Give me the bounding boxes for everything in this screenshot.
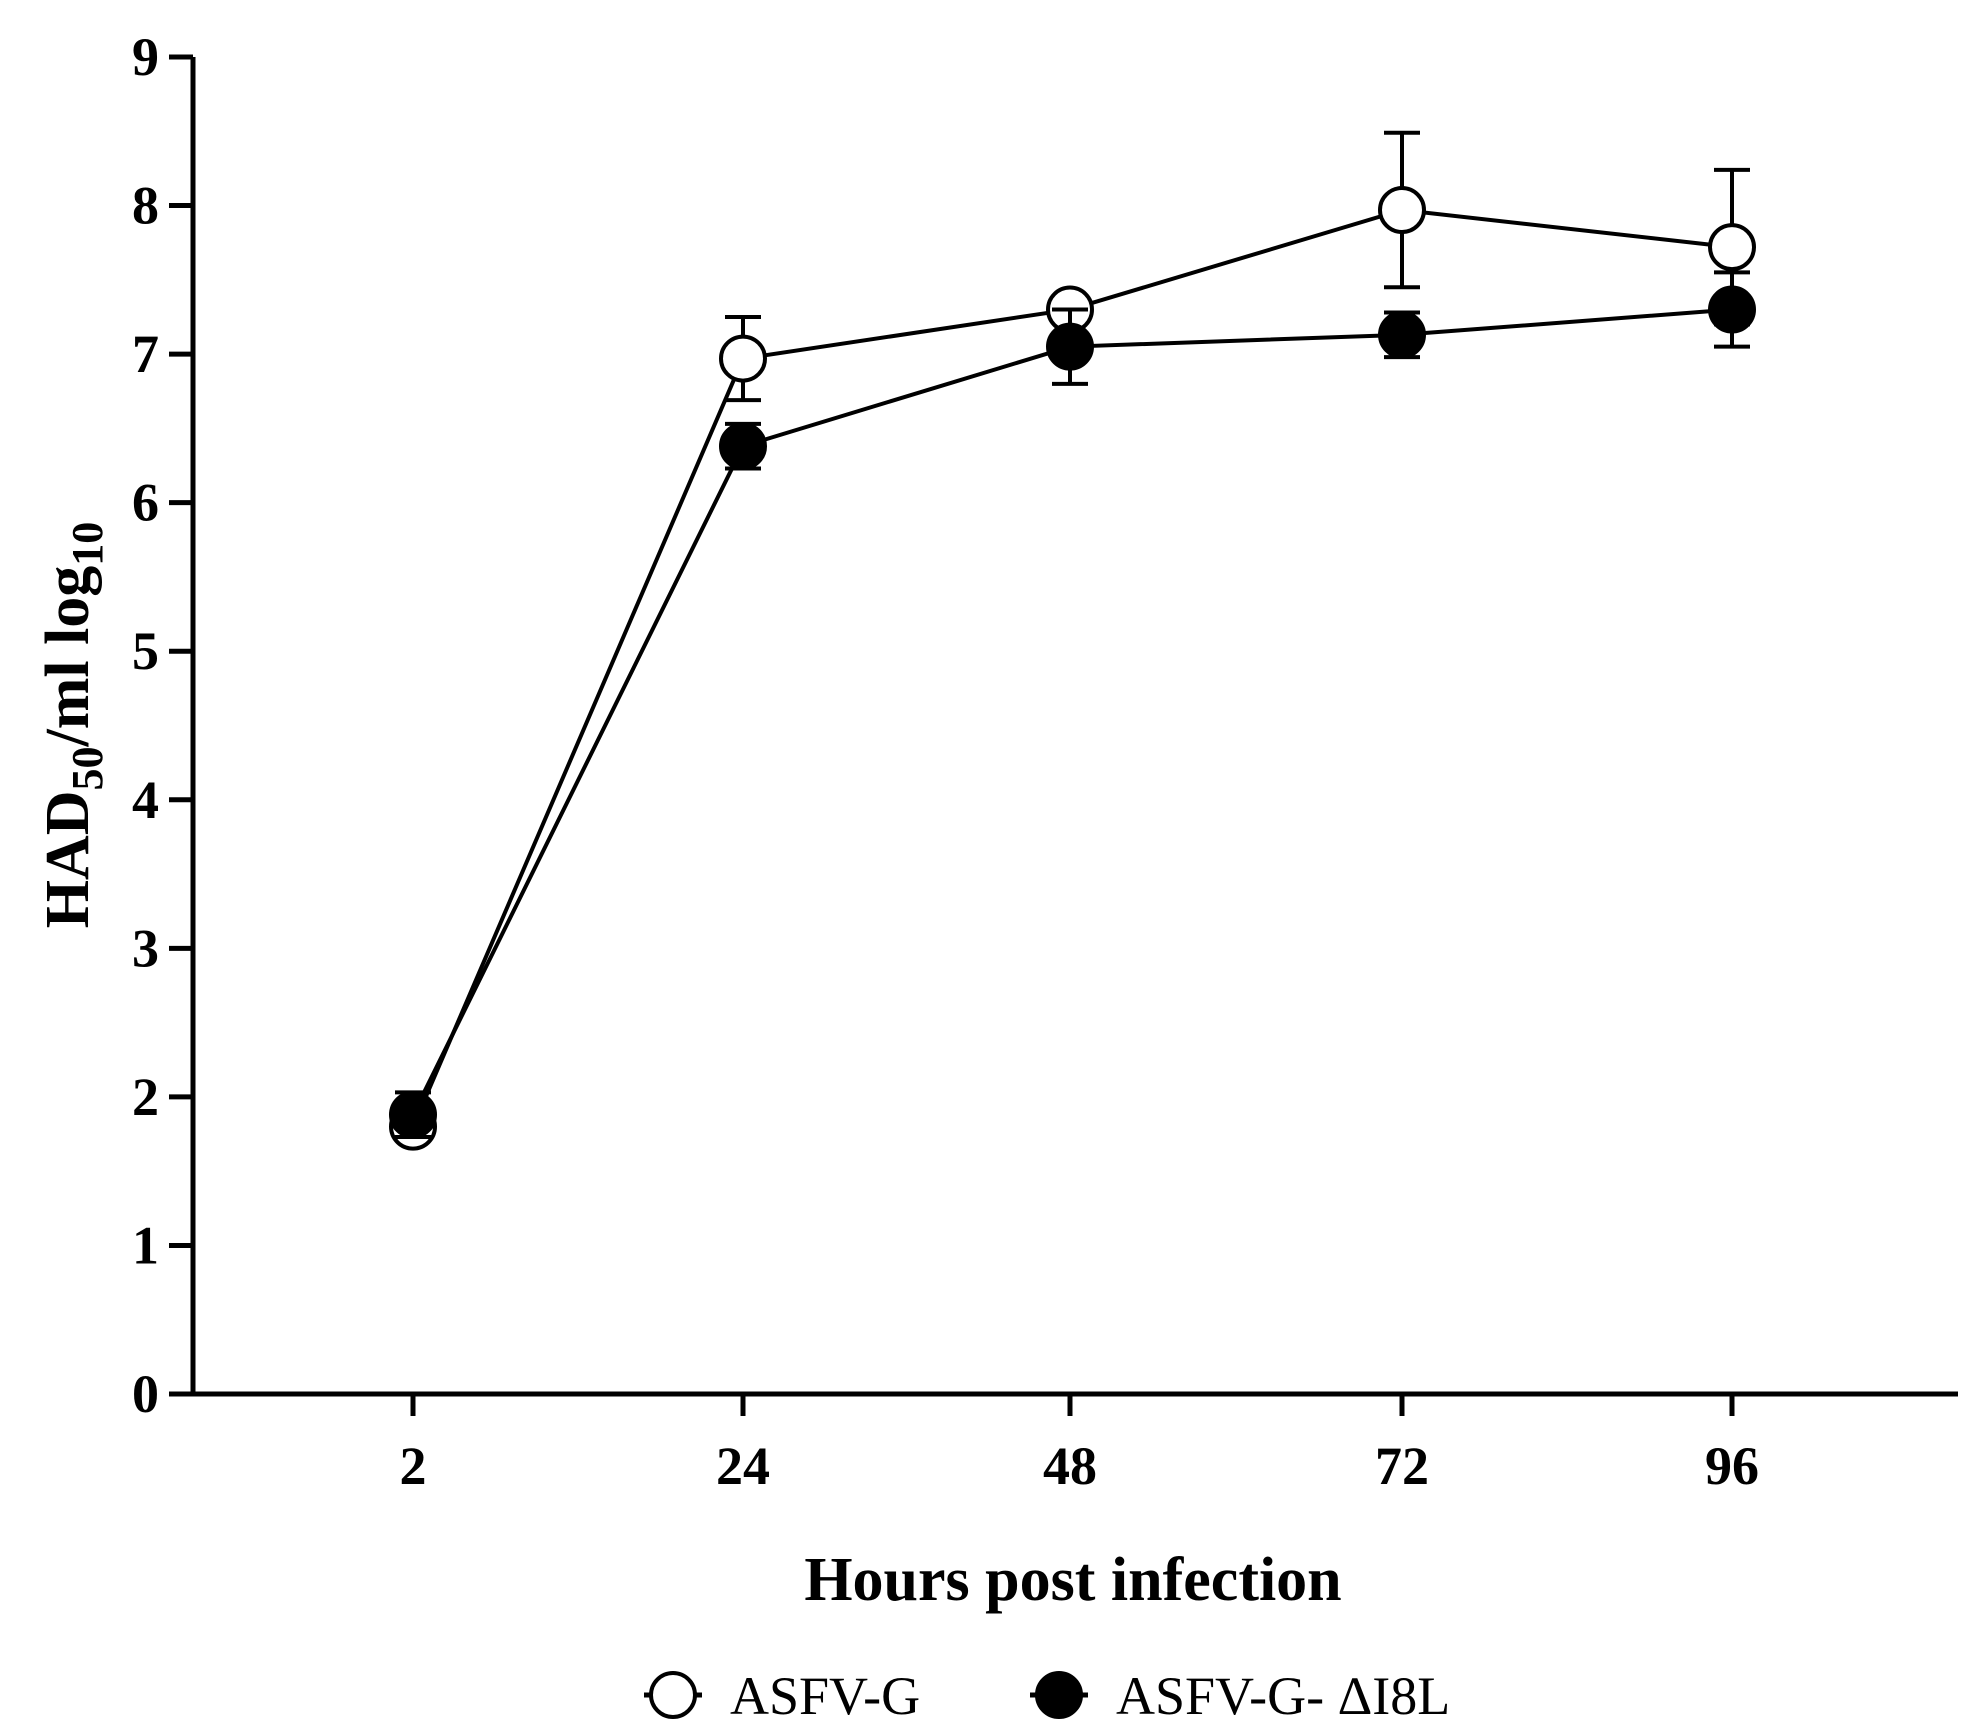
- series-asfv-g-di8l: [389, 270, 1756, 1139]
- y-tick-label: 1: [132, 1215, 159, 1275]
- series-asfv-g: [389, 130, 1756, 1151]
- x-ticks: 2 24 48 72 96: [400, 1394, 1759, 1496]
- data-point-open: [1378, 186, 1426, 235]
- x-tick-label: 24: [716, 1436, 770, 1496]
- data-point-open: [719, 334, 767, 383]
- data-point-filled: [719, 422, 767, 471]
- data-point-filled: [1378, 310, 1426, 359]
- y-axis-title: HAD50/ml log10: [34, 522, 112, 929]
- y-tick-label: 3: [132, 918, 159, 978]
- y-axis-title-part2: /ml log: [34, 566, 102, 748]
- series-layer: [389, 130, 1756, 1151]
- series-line: [411, 307, 1733, 1116]
- y-ticks: 0 1 2 3 4 5 6 7 8 9: [132, 27, 193, 1424]
- axes: [170, 57, 1958, 1397]
- y-tick-label: 2: [132, 1067, 159, 1127]
- legend-item-asfv-g-di8l: ASFV-G- ΔI8L: [1030, 1666, 1450, 1726]
- legend-item-asfv-g: ASFV-G: [644, 1666, 920, 1726]
- y-axis-title-part1: HAD: [34, 791, 102, 929]
- y-axis-title-sub2: 10: [63, 522, 112, 566]
- y-tick-label: 7: [132, 324, 159, 384]
- data-point-open: [1708, 223, 1756, 272]
- y-tick-label: 0: [132, 1364, 159, 1424]
- y-tick-label: 8: [132, 176, 159, 236]
- x-axis-title: Hours post infection: [804, 1546, 1341, 1614]
- x-tick-label: 72: [1375, 1436, 1429, 1496]
- legend: ASFV-G ASFV-G- ΔI8L: [644, 1666, 1450, 1726]
- data-point-filled: [389, 1090, 437, 1139]
- y-tick-label: 4: [132, 770, 159, 830]
- legend-marker-open-circle-icon: [649, 1671, 697, 1719]
- y-tick-label: 9: [132, 27, 159, 87]
- x-tick-label: 96: [1705, 1436, 1759, 1496]
- legend-marker-filled-circle-icon: [1035, 1671, 1083, 1719]
- legend-label-asfv-g-di8l: ASFV-G- ΔI8L: [1116, 1666, 1450, 1726]
- legend-label-asfv-g: ASFV-G: [730, 1666, 920, 1726]
- y-tick-label: 5: [132, 621, 159, 681]
- data-point-filled: [1046, 322, 1094, 371]
- data-point-filled: [1708, 285, 1756, 334]
- y-axis-title-sub1: 50: [63, 747, 112, 791]
- x-tick-label: 48: [1043, 1436, 1097, 1496]
- x-tick-label: 2: [400, 1436, 427, 1496]
- y-tick-label: 6: [132, 473, 159, 533]
